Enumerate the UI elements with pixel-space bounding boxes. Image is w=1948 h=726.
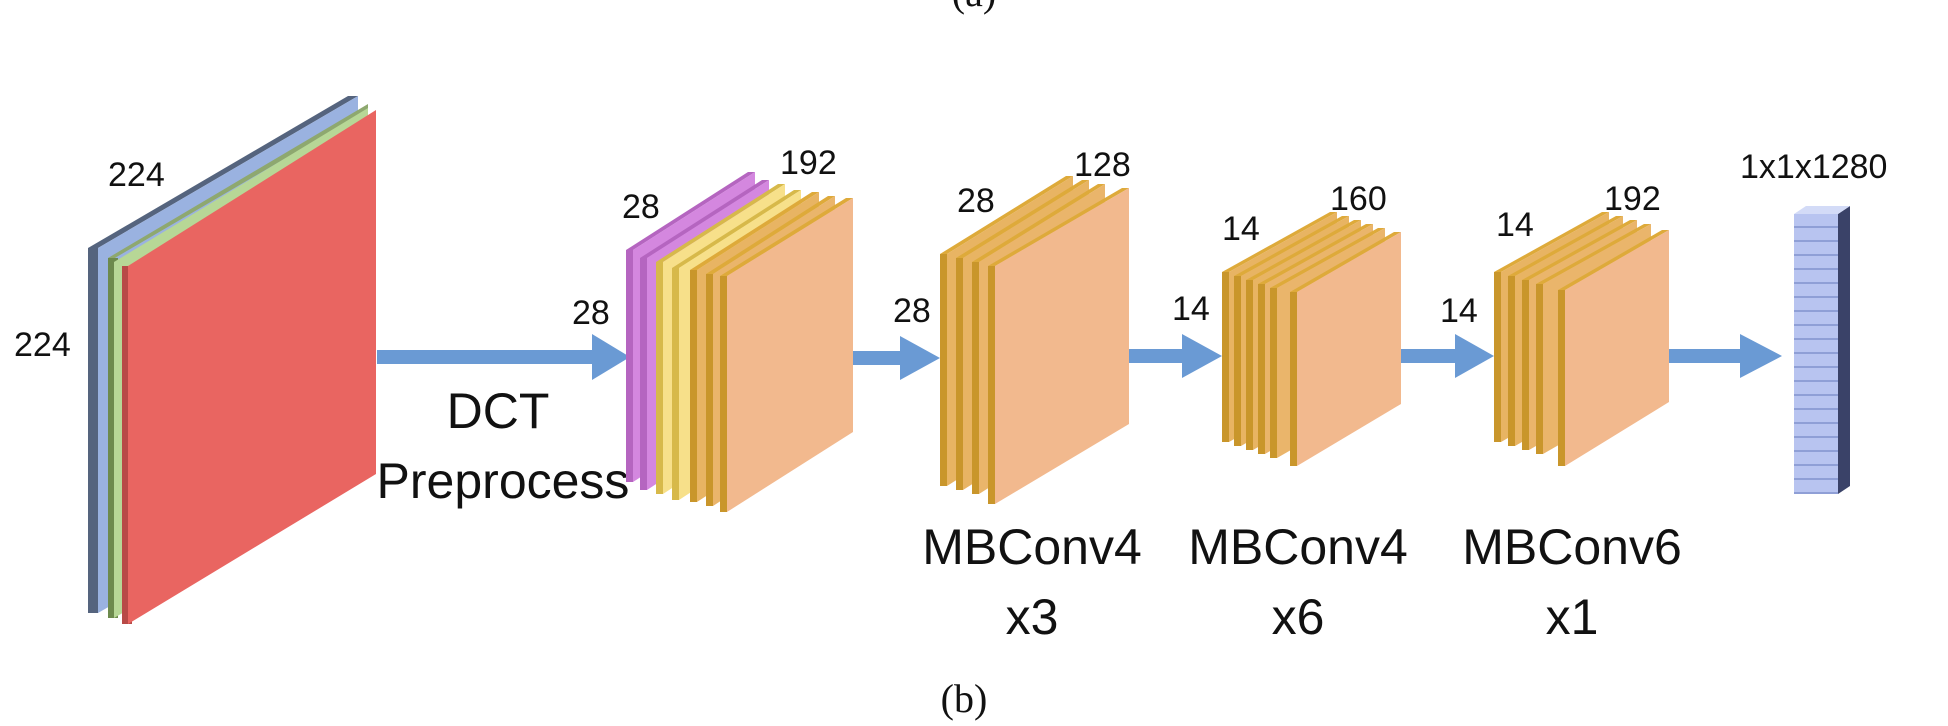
output-vector <box>1794 206 1850 494</box>
output-vector-segment <box>1794 368 1838 380</box>
arrow-stage1-to-stage2 <box>1129 334 1222 378</box>
stage2-layer-front <box>1290 232 1401 466</box>
stage2-label-line2: x6 <box>1272 589 1325 645</box>
stage2-feature-stack <box>1222 212 1401 466</box>
dct-layer-front <box>720 198 853 512</box>
stage3-channels-label: 192 <box>1604 180 1661 218</box>
output-vector-divider <box>1794 324 1838 326</box>
output-vector-segment <box>1794 298 1838 310</box>
stage3-label-line2: x1 <box>1546 589 1599 645</box>
stage3-height-label: 14 <box>1496 206 1534 244</box>
output-vector-divider <box>1794 296 1838 298</box>
stage2-label-line1: MBConv4 <box>1188 519 1408 575</box>
dct-label-line2: Preprocess <box>377 453 630 509</box>
stage3-label-line1: MBConv6 <box>1462 519 1682 575</box>
output-vector-divider <box>1794 310 1838 312</box>
arrow-stage2-to-stage3 <box>1401 334 1494 378</box>
output-vector-divider <box>1794 422 1838 424</box>
output-vector-segment <box>1794 382 1838 394</box>
dct-feature-stack <box>626 172 853 512</box>
stage1-feature-stack <box>940 176 1129 504</box>
output-vector-segment <box>1794 326 1838 338</box>
output-vector-divider <box>1794 352 1838 354</box>
output-vector-divider <box>1794 450 1838 452</box>
dct-label-line1: DCT <box>447 383 550 439</box>
stage3-layer-front <box>1558 230 1669 466</box>
arrow-stage3-to-output <box>1669 334 1782 378</box>
input-width-label: 224 <box>108 156 165 194</box>
output-vector-divider <box>1794 282 1838 284</box>
input-image-stack <box>88 96 376 624</box>
output-vector-divider <box>1794 338 1838 340</box>
output-vector-divider <box>1794 408 1838 410</box>
output-vector-divider <box>1794 226 1838 228</box>
output-vector-divider <box>1794 492 1838 494</box>
top-caption: (a) <box>952 0 996 15</box>
stage3-spatial-label: 14 <box>1440 292 1478 330</box>
stage2-spatial-label: 14 <box>1172 290 1210 328</box>
output-vector-segment <box>1794 312 1838 324</box>
stage2-height-label: 14 <box>1222 210 1260 248</box>
output-vector-side <box>1838 206 1850 494</box>
stage2-channels-label: 160 <box>1330 180 1387 218</box>
stage1-label-line2: x3 <box>1006 589 1059 645</box>
input-height-label: 224 <box>14 326 71 364</box>
output-vector-top <box>1794 206 1850 214</box>
arrow-dct-to-stage1 <box>853 336 940 380</box>
output-dims-label: 1x1x1280 <box>1740 148 1887 186</box>
output-vector-segment <box>1794 242 1838 254</box>
output-vector-segment <box>1794 340 1838 352</box>
output-vector-divider <box>1794 478 1838 480</box>
stage1-spatial-label: 28 <box>893 292 931 330</box>
output-vector-segment <box>1794 410 1838 422</box>
output-vector-segment <box>1794 228 1838 240</box>
dct-channels-label: 192 <box>780 144 837 182</box>
output-vector-segment <box>1794 270 1838 282</box>
output-vector-divider <box>1794 436 1838 438</box>
figure-caption: (b) <box>941 676 988 721</box>
dct-height-label: 28 <box>622 188 660 226</box>
stage1-height-label: 28 <box>957 182 995 220</box>
output-vector-divider <box>1794 464 1838 466</box>
output-vector-segment <box>1794 396 1838 408</box>
output-vector-segment <box>1794 466 1838 478</box>
stage1-label-line1: MBConv4 <box>922 519 1142 575</box>
stage1-channels-label: 128 <box>1074 146 1131 184</box>
output-vector-segment <box>1794 214 1838 226</box>
dct-spatial-label: 28 <box>572 294 610 332</box>
output-vector-segment <box>1794 452 1838 464</box>
output-vector-divider <box>1794 366 1838 368</box>
output-vector-divider <box>1794 268 1838 270</box>
input-channel-red <box>122 110 376 624</box>
output-vector-divider <box>1794 380 1838 382</box>
output-vector-segment <box>1794 480 1838 492</box>
output-vector-segment <box>1794 424 1838 436</box>
stage3-feature-stack <box>1494 212 1669 466</box>
output-vector-segment <box>1794 354 1838 366</box>
output-vector-segment <box>1794 284 1838 296</box>
arrow-input-to-dct <box>377 334 630 380</box>
stage1-layer-front <box>988 188 1129 504</box>
output-vector-divider <box>1794 240 1838 242</box>
output-vector-segment <box>1794 438 1838 450</box>
output-vector-segment <box>1794 256 1838 268</box>
output-vector-divider <box>1794 254 1838 256</box>
output-vector-divider <box>1794 394 1838 396</box>
